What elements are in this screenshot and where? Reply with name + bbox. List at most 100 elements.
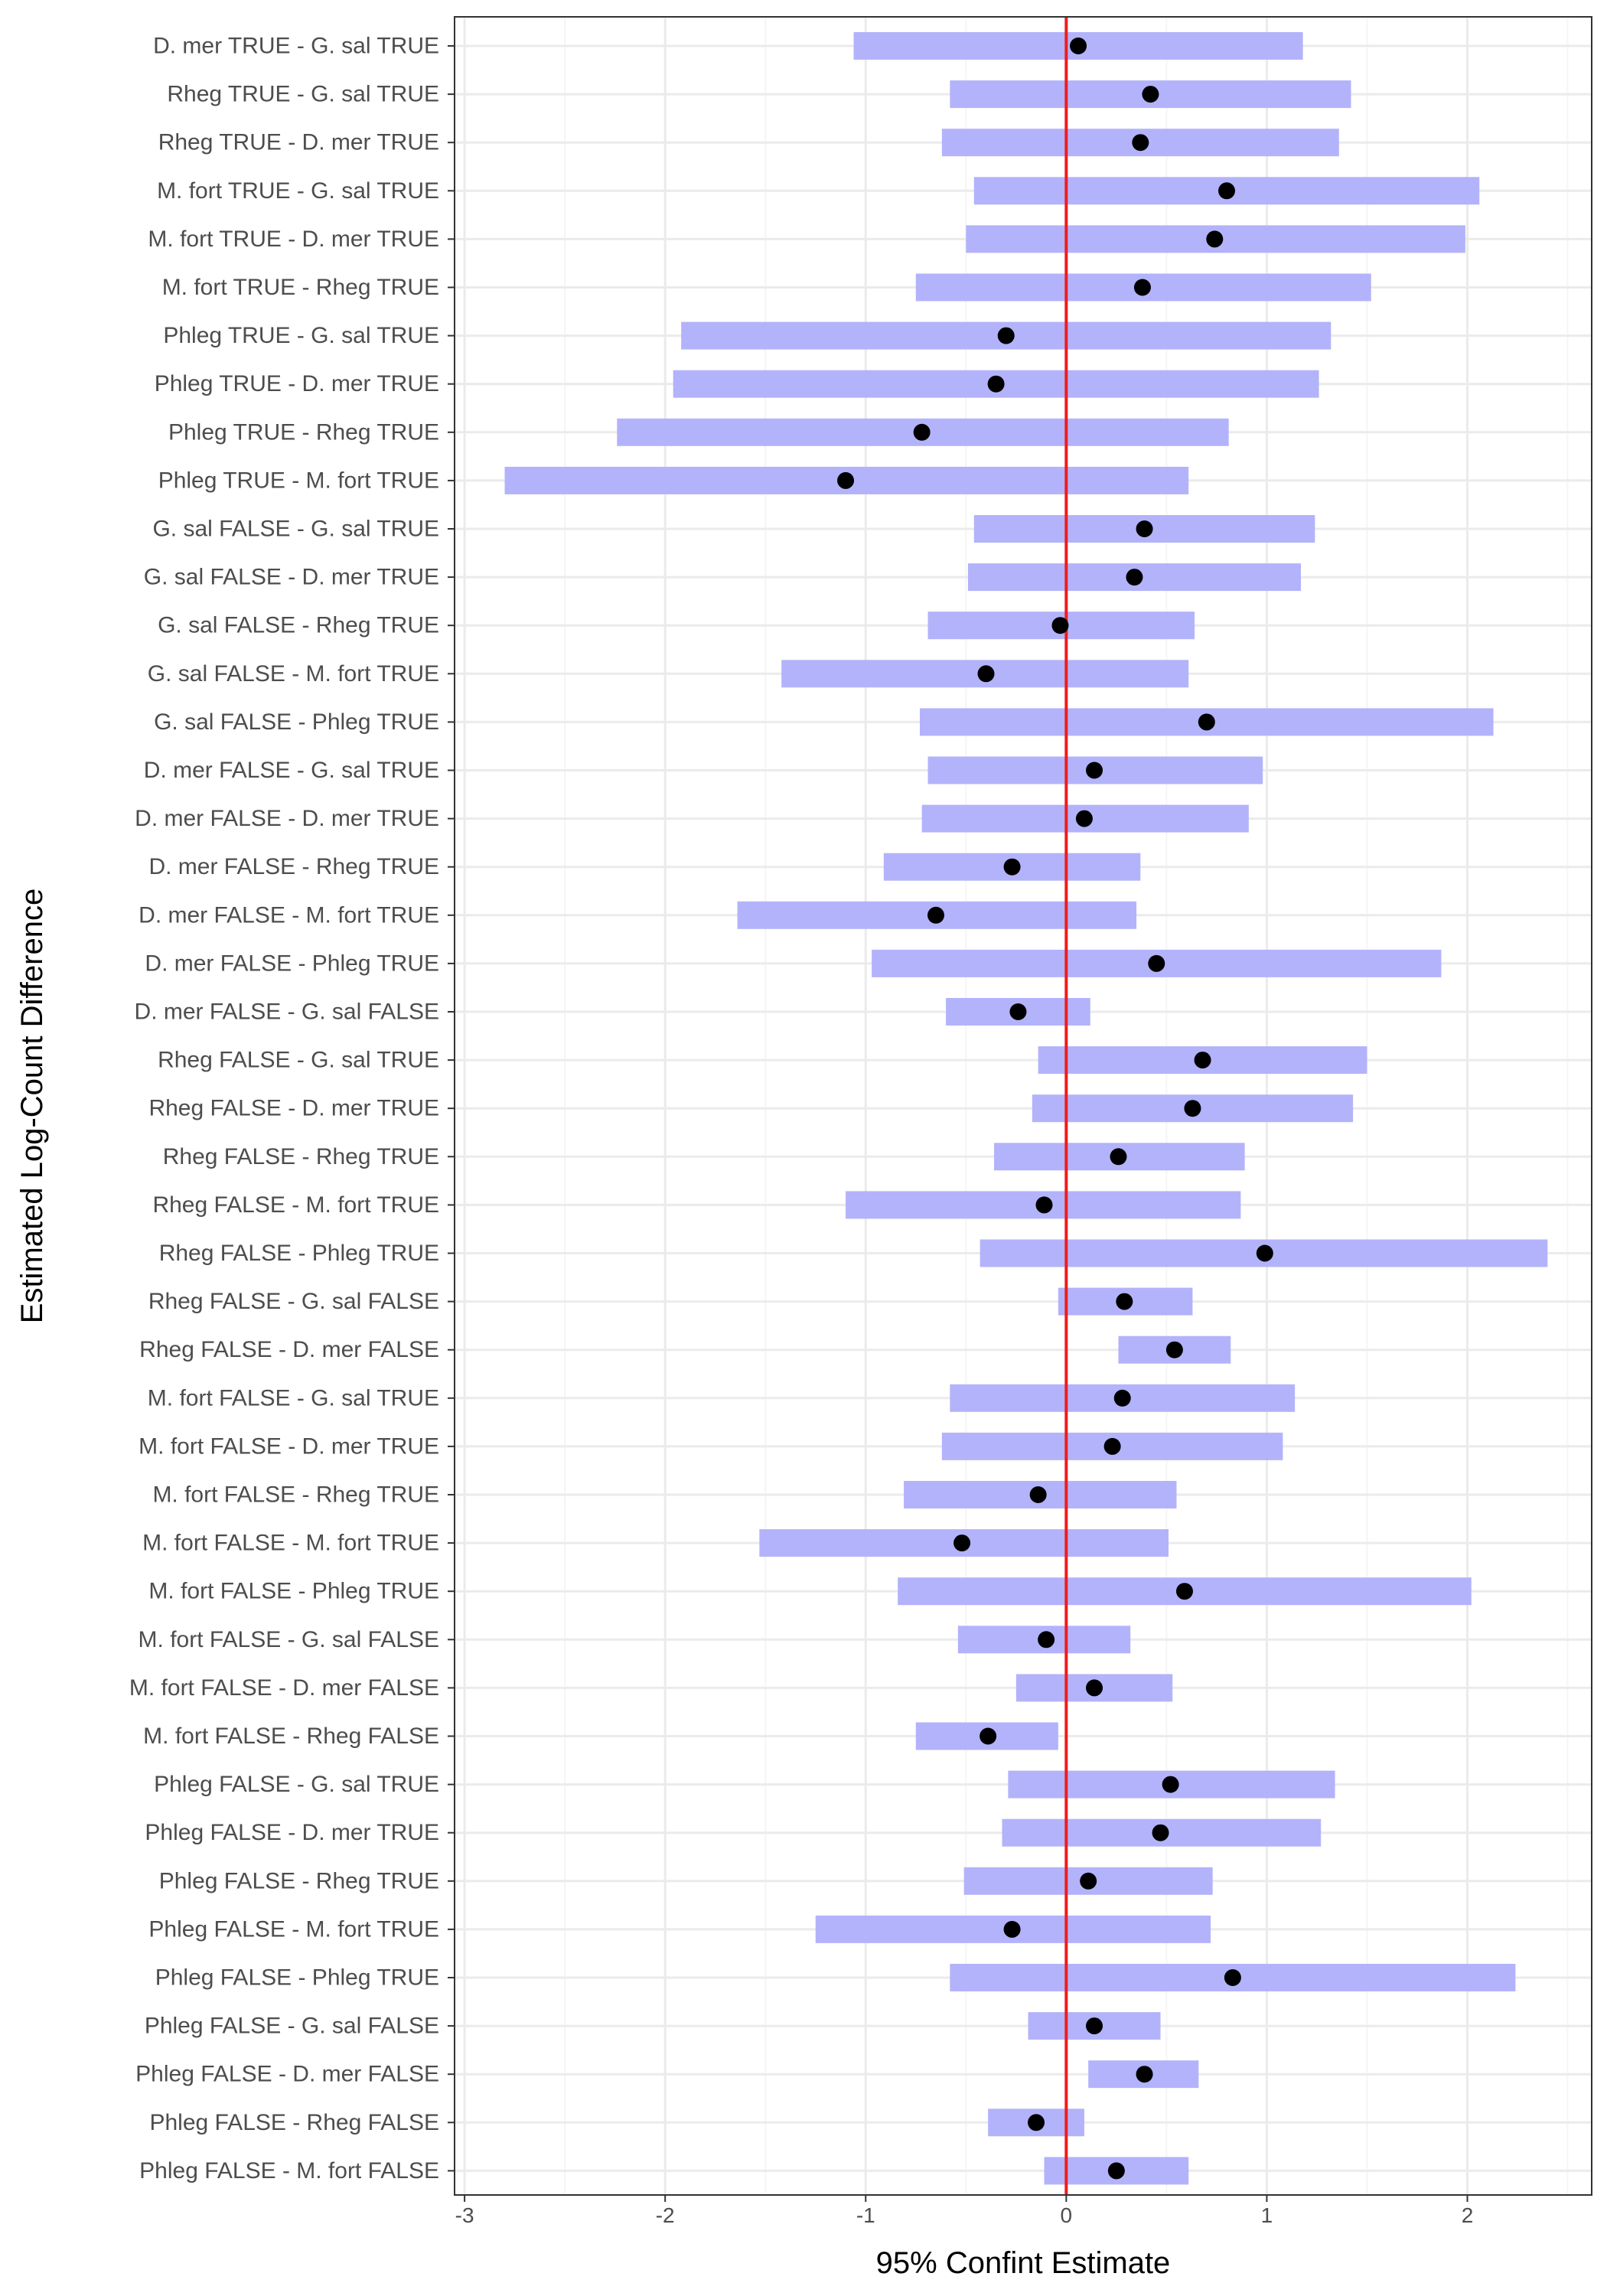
estimate-point — [1132, 134, 1149, 152]
y-tick-label: D. mer FALSE - D. mer TRUE — [135, 806, 439, 831]
estimate-point — [1133, 279, 1151, 296]
estimate-point — [1086, 1679, 1103, 1697]
estimate-point — [1107, 2162, 1125, 2180]
y-tick-label: Rheg FALSE - Rheg TRUE — [163, 1144, 439, 1169]
x-tick-label: -1 — [856, 2203, 875, 2227]
estimate-point — [1086, 2017, 1103, 2035]
x-axis-ticks: -3 -2 -1 0 1 2 — [455, 2195, 1474, 2227]
y-tick-label: M. fort TRUE - D. mer TRUE — [148, 227, 439, 252]
y-tick-label: G. sal FALSE - G. sal TRUE — [152, 517, 439, 542]
y-tick-label: M. fort FALSE - Rheg TRUE — [152, 1482, 439, 1508]
estimate-point — [1029, 1486, 1047, 1503]
y-tick-label: Phleg FALSE - D. mer TRUE — [145, 1820, 439, 1845]
y-tick-label: Phleg FALSE - D. mer FALSE — [135, 2062, 439, 2087]
estimate-point — [913, 423, 931, 441]
estimate-point — [1126, 569, 1143, 586]
estimate-point — [1165, 1341, 1183, 1358]
y-tick-label: D. mer TRUE - G. sal TRUE — [153, 34, 439, 59]
estimate-point — [953, 1534, 971, 1552]
estimate-point — [1003, 858, 1021, 876]
y-tick-label: D. mer FALSE - G. sal FALSE — [135, 1000, 439, 1025]
estimate-point — [1028, 2114, 1045, 2131]
y-tick-label: Phleg FALSE - G. sal TRUE — [154, 1772, 439, 1797]
estimate-point — [1113, 1389, 1131, 1407]
estimate-point — [1194, 1052, 1211, 1069]
estimate-point — [997, 327, 1015, 344]
y-tick-label: D. mer FALSE - Phleg TRUE — [145, 951, 439, 976]
estimate-point — [1009, 1003, 1027, 1020]
x-tick-label: -3 — [455, 2203, 474, 2227]
estimate-point — [1086, 762, 1103, 779]
estimate-point — [1075, 810, 1093, 827]
panel-border — [454, 16, 1592, 2196]
y-tick-label: Phleg TRUE - D. mer TRUE — [155, 371, 439, 396]
estimate-point — [977, 665, 995, 683]
estimate-point — [1136, 520, 1153, 537]
y-tick-label: M. fort FALSE - G. sal TRUE — [148, 1385, 439, 1411]
y-tick-label: Phleg TRUE - M. fort TRUE — [158, 468, 439, 493]
estimate-point — [1110, 1148, 1127, 1166]
y-tick-label: D. mer FALSE - M. fort TRUE — [139, 902, 439, 928]
y-tick-label: M. fort FALSE - D. mer FALSE — [129, 1675, 439, 1701]
x-axis-title: 95% Confint Estimate — [876, 2246, 1171, 2280]
y-tick-label: Rheg TRUE - D. mer TRUE — [158, 130, 439, 155]
y-tick-label: M. fort FALSE - D. mer TRUE — [139, 1433, 439, 1459]
estimate-point — [1038, 1631, 1055, 1649]
y-tick-label: M. fort FALSE - M. fort TRUE — [142, 1531, 439, 1556]
estimate-point — [1162, 1776, 1179, 1793]
y-tick-label: Phleg FALSE - M. fort TRUE — [148, 1916, 439, 1942]
x-tick-label: -2 — [656, 2203, 675, 2227]
y-tick-label: Phleg FALSE - Rheg TRUE — [159, 1868, 439, 1893]
y-tick-label: M. fort TRUE - G. sal TRUE — [157, 178, 439, 204]
estimate-point — [1224, 1969, 1241, 1986]
y-tick-label: Phleg TRUE - G. sal TRUE — [163, 323, 439, 348]
y-axis-title: Estimated Log-Count Difference — [15, 889, 49, 1323]
y-tick-label: Rheg FALSE - D. mer TRUE — [148, 1096, 439, 1121]
estimate-point — [1080, 1872, 1097, 1890]
y-tick-label: Rheg FALSE - G. sal TRUE — [158, 1048, 439, 1073]
y-tick-label: Rheg FALSE - D. mer FALSE — [139, 1337, 439, 1362]
estimate-point — [1148, 954, 1165, 972]
y-tick-label: Phleg TRUE - Rheg TRUE — [168, 419, 439, 445]
estimate-point — [927, 906, 944, 924]
estimate-point — [980, 1727, 997, 1745]
estimate-point — [1142, 86, 1159, 103]
estimate-point — [1136, 2066, 1153, 2083]
y-tick-label: Rheg FALSE - G. sal FALSE — [148, 1289, 439, 1314]
y-tick-label: Rheg FALSE - Phleg TRUE — [159, 1241, 439, 1266]
estimate-point — [1116, 1293, 1133, 1310]
y-tick-label: M. fort FALSE - Rheg FALSE — [143, 1724, 439, 1749]
y-tick-label: Rheg FALSE - M. fort TRUE — [152, 1192, 439, 1218]
estimate-point — [1103, 1437, 1121, 1455]
y-tick-label: G. sal FALSE - M. fort TRUE — [148, 661, 439, 687]
y-tick-label: D. mer FALSE - Rheg TRUE — [148, 854, 439, 879]
estimate-point — [1256, 1244, 1273, 1262]
y-tick-label: Phleg FALSE - Rheg FALSE — [149, 2110, 439, 2135]
estimate-point — [1035, 1196, 1053, 1214]
y-tick-label: M. fort FALSE - Phleg TRUE — [148, 1579, 439, 1604]
estimate-point — [987, 375, 1005, 393]
y-tick-label: Phleg FALSE - G. sal FALSE — [145, 2014, 439, 2039]
x-tick-label: 0 — [1061, 2203, 1073, 2227]
estimate-point — [1198, 713, 1215, 731]
estimate-point — [1206, 230, 1224, 248]
estimate-point — [1051, 617, 1069, 634]
y-axis-ticks: D. mer TRUE - G. sal TRUE Rheg TRUE - G. … — [129, 34, 455, 2183]
y-tick-label: M. fort FALSE - G. sal FALSE — [139, 1627, 439, 1652]
y-tick-label: M. fort TRUE - Rheg TRUE — [162, 275, 439, 300]
estimate-point — [1152, 1824, 1169, 1841]
x-tick-label: 2 — [1462, 2203, 1474, 2227]
y-tick-label: Phleg FALSE - M. fort FALSE — [139, 2158, 439, 2183]
y-tick-label: Phleg FALSE - Phleg TRUE — [155, 1965, 439, 1991]
estimate-points — [837, 38, 1273, 2180]
estimate-point — [1175, 1583, 1193, 1600]
y-tick-label: G. sal FALSE - Rheg TRUE — [158, 613, 439, 638]
y-tick-label: Rheg TRUE - G. sal TRUE — [167, 82, 439, 107]
y-tick-label: G. sal FALSE - Phleg TRUE — [154, 709, 439, 735]
y-tick-label: G. sal FALSE - D. mer TRUE — [144, 565, 439, 590]
estimate-point — [1003, 1920, 1021, 1938]
estimate-point — [837, 471, 855, 489]
y-tick-label: D. mer FALSE - G. sal TRUE — [144, 758, 439, 783]
